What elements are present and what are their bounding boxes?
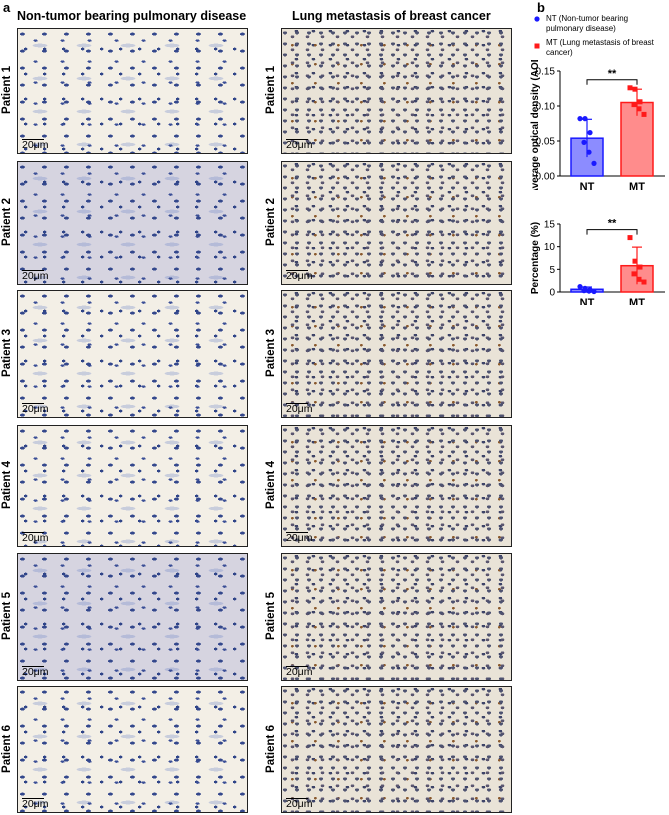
scale-bar-label: 20μm — [22, 139, 49, 151]
data-point — [632, 258, 638, 264]
micrograph-nt-patient-3: 20μm — [17, 290, 248, 418]
row-label-right-2: Patient 2 — [265, 198, 277, 246]
scale-bar-label: 20μm — [22, 270, 49, 282]
row-label-right-6: Patient 6 — [265, 724, 277, 773]
data-point — [627, 85, 633, 91]
scale-bar-label: 20μm — [22, 532, 49, 544]
micrograph-mt-patient-2: 20μm — [281, 161, 512, 285]
micrograph-nt-patient-5: 20μm — [17, 553, 248, 681]
row-label-right-4: Patient 4 — [265, 461, 277, 509]
data-point — [641, 111, 647, 117]
y-tick-label: 10 — [544, 242, 556, 253]
scale-bar — [22, 270, 44, 271]
micrograph-nt-patient-2: 20μm — [17, 161, 248, 285]
scale-bar-label: 20μm — [286, 666, 313, 678]
significance-label: ** — [608, 68, 617, 80]
row-label-left-5: Patient 5 — [1, 592, 13, 640]
data-point — [632, 86, 638, 92]
legend — [534, 16, 540, 49]
data-point — [586, 288, 592, 294]
significance-label: ** — [608, 218, 617, 230]
micrograph-nt-patient-1: 20μm — [17, 28, 248, 154]
data-point — [627, 235, 633, 241]
y-tick-label: 0 — [549, 288, 555, 299]
row-label-left-6: Patient 6 — [1, 724, 13, 773]
scale-bar — [22, 532, 44, 533]
data-point — [577, 283, 583, 290]
micrograph-nt-patient-4: 20μm — [17, 425, 248, 547]
data-point — [591, 288, 597, 295]
legend-mt-label: MT (Lung metastasis of breast cancer) — [546, 38, 654, 57]
data-point — [631, 271, 637, 277]
scale-bar — [22, 666, 44, 667]
data-point — [631, 102, 637, 108]
scale-bar-label: 20μm — [22, 666, 49, 678]
data-point — [587, 130, 593, 136]
scale-bar-label: 20μm — [22, 798, 49, 810]
scale-bar-label: 20μm — [286, 139, 313, 151]
scale-bar — [22, 403, 44, 404]
data-point — [636, 276, 642, 282]
row-label-left-4: Patient 4 — [1, 461, 13, 509]
scale-bar-label: 20μm — [286, 403, 313, 415]
data-point — [581, 139, 587, 145]
data-point — [586, 149, 592, 155]
scale-bar-label: 20μm — [286, 798, 313, 810]
row-label-right-1: Patient 1 — [265, 66, 277, 114]
data-point — [636, 106, 642, 112]
y-tick-label: 5 — [549, 265, 555, 276]
y-tick-label: 0.15 — [536, 67, 556, 78]
legend-nt-label: NT (Non-tumor bearing pulmonary disease) — [546, 14, 629, 33]
row-label-right-5: Patient 5 — [265, 592, 277, 640]
micrograph-mt-patient-1: 20μm — [281, 28, 512, 154]
panel-a-label: a — [3, 0, 11, 15]
col-right-title: Lung metastasis of breast cancer — [292, 9, 491, 23]
micrograph-mt-patient-6: 20μm — [281, 686, 512, 813]
y-axis-label: Percentage (%) — [530, 222, 541, 294]
micrograph-nt-patient-6: 20μm — [17, 686, 248, 813]
x-tick-label: MT — [629, 181, 645, 190]
scale-bar-label: 20μm — [286, 532, 313, 544]
scale-bar — [286, 666, 308, 667]
y-axis-label: Average optical density (AOD) — [530, 60, 541, 190]
significance-bracket — [586, 229, 638, 235]
scale-bar — [22, 139, 44, 140]
x-tick-label: NT — [580, 297, 595, 305]
scale-bar — [286, 532, 308, 533]
micrograph-mt-patient-3: 20μm — [281, 290, 512, 418]
row-label-left-3: Patient 3 — [1, 329, 13, 377]
row-label-left-2: Patient 2 — [1, 198, 13, 246]
col-left-title: Non-tumor bearing pulmonary disease — [17, 9, 247, 23]
row-label-left-1: Patient 1 — [1, 66, 13, 114]
row-label-right-3: Patient 3 — [265, 329, 277, 377]
scale-bar — [22, 798, 44, 799]
data-point — [581, 288, 587, 294]
micrograph-mt-patient-4: 20μm — [281, 425, 512, 547]
data-point — [577, 116, 583, 122]
micrograph-mt-patient-5: 20μm — [281, 553, 512, 681]
data-point — [637, 99, 643, 105]
data-point — [637, 264, 643, 270]
data-point — [591, 160, 597, 166]
scale-bar — [286, 403, 308, 404]
y-tick-label: 15 — [544, 220, 556, 231]
panel-b-label: b — [537, 0, 545, 15]
significance-bracket — [586, 79, 638, 85]
scale-bar — [286, 798, 308, 799]
legend-nt-marker — [534, 16, 540, 22]
y-tick-label: 0.10 — [536, 102, 556, 113]
legend-mt-marker — [534, 43, 540, 49]
data-point — [582, 116, 588, 122]
scale-bar-label: 20μm — [22, 403, 49, 415]
y-tick-label: 0.05 — [536, 137, 556, 148]
x-tick-label: MT — [629, 297, 645, 305]
y-tick-label: 0.00 — [536, 172, 556, 183]
x-tick-label: NT — [580, 181, 595, 190]
scale-bar — [286, 139, 308, 140]
data-point — [641, 279, 647, 285]
scale-bar-label: 20μm — [286, 270, 313, 282]
scale-bar — [286, 270, 308, 271]
